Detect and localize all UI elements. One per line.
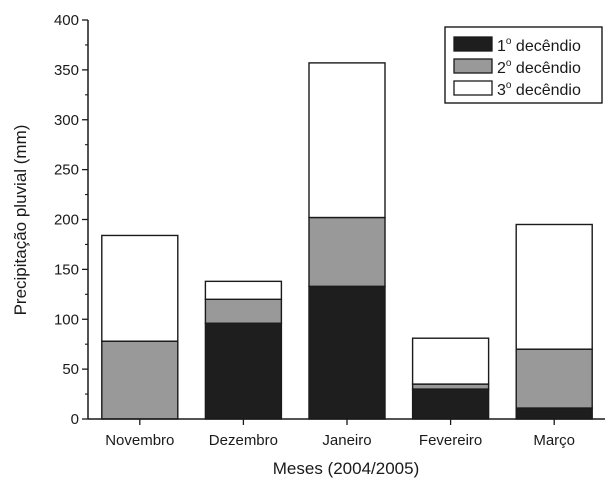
y-tick-label: 300 [54,112,79,129]
x-tick-label: Dezembro [209,432,278,449]
bar-segment-3-2 [204,280,283,301]
bar-segment-1-3 [308,285,386,420]
bar-segment-1-2 [204,322,283,420]
y-tick-label: 350 [54,62,79,79]
y-tick-label: 400 [54,12,79,29]
legend-swatch-1 [453,36,493,52]
y-tick-label: 0 [71,411,79,428]
x-tick-label: Fevereiro [419,432,482,449]
bar-segment-3-1 [101,234,179,342]
y-axis-title: Precipitação pluvial (mm) [11,125,30,316]
legend-swatch-2 [453,58,493,74]
legend-label-2: 2o decêndio [497,58,581,77]
x-axis-title: Meses (2004/2005) [273,459,419,478]
bar-segment-2-5 [515,348,593,409]
legend: 1o decêndio 2o decêndio 3o decêndio [444,26,603,104]
y-tick-label: 250 [54,162,79,179]
y-tick-label: 100 [54,311,79,328]
legend-label-3: 3o decêndio [497,80,581,99]
bar-segment-3-4 [411,337,490,385]
bar-segment-2-4 [411,383,490,390]
bar-segment-2-1 [101,340,179,420]
x-tick-label: Novembro [105,432,174,449]
bar-segment-2-3 [308,216,386,288]
bar-segment-2-2 [204,298,283,324]
bar-segment-3-5 [515,223,593,350]
legend-label-1: 1o decêndio [497,36,581,55]
x-tick-label: Março [533,432,575,449]
y-tick-label: 150 [54,261,79,278]
bars-layer [101,62,593,420]
y-tick-label: 200 [54,212,79,229]
bar-segment-1-5 [515,407,593,420]
bar-segment-1-4 [411,388,490,420]
x-tick-label: Janeiro [322,432,371,449]
y-tick-label: 50 [62,361,79,378]
legend-swatch-3 [453,80,493,96]
axes-layer: 0 50 100 150 200 250 300 350 400 Novembro Dezembro… [54,12,605,449]
bar-segment-3-3 [308,62,386,219]
